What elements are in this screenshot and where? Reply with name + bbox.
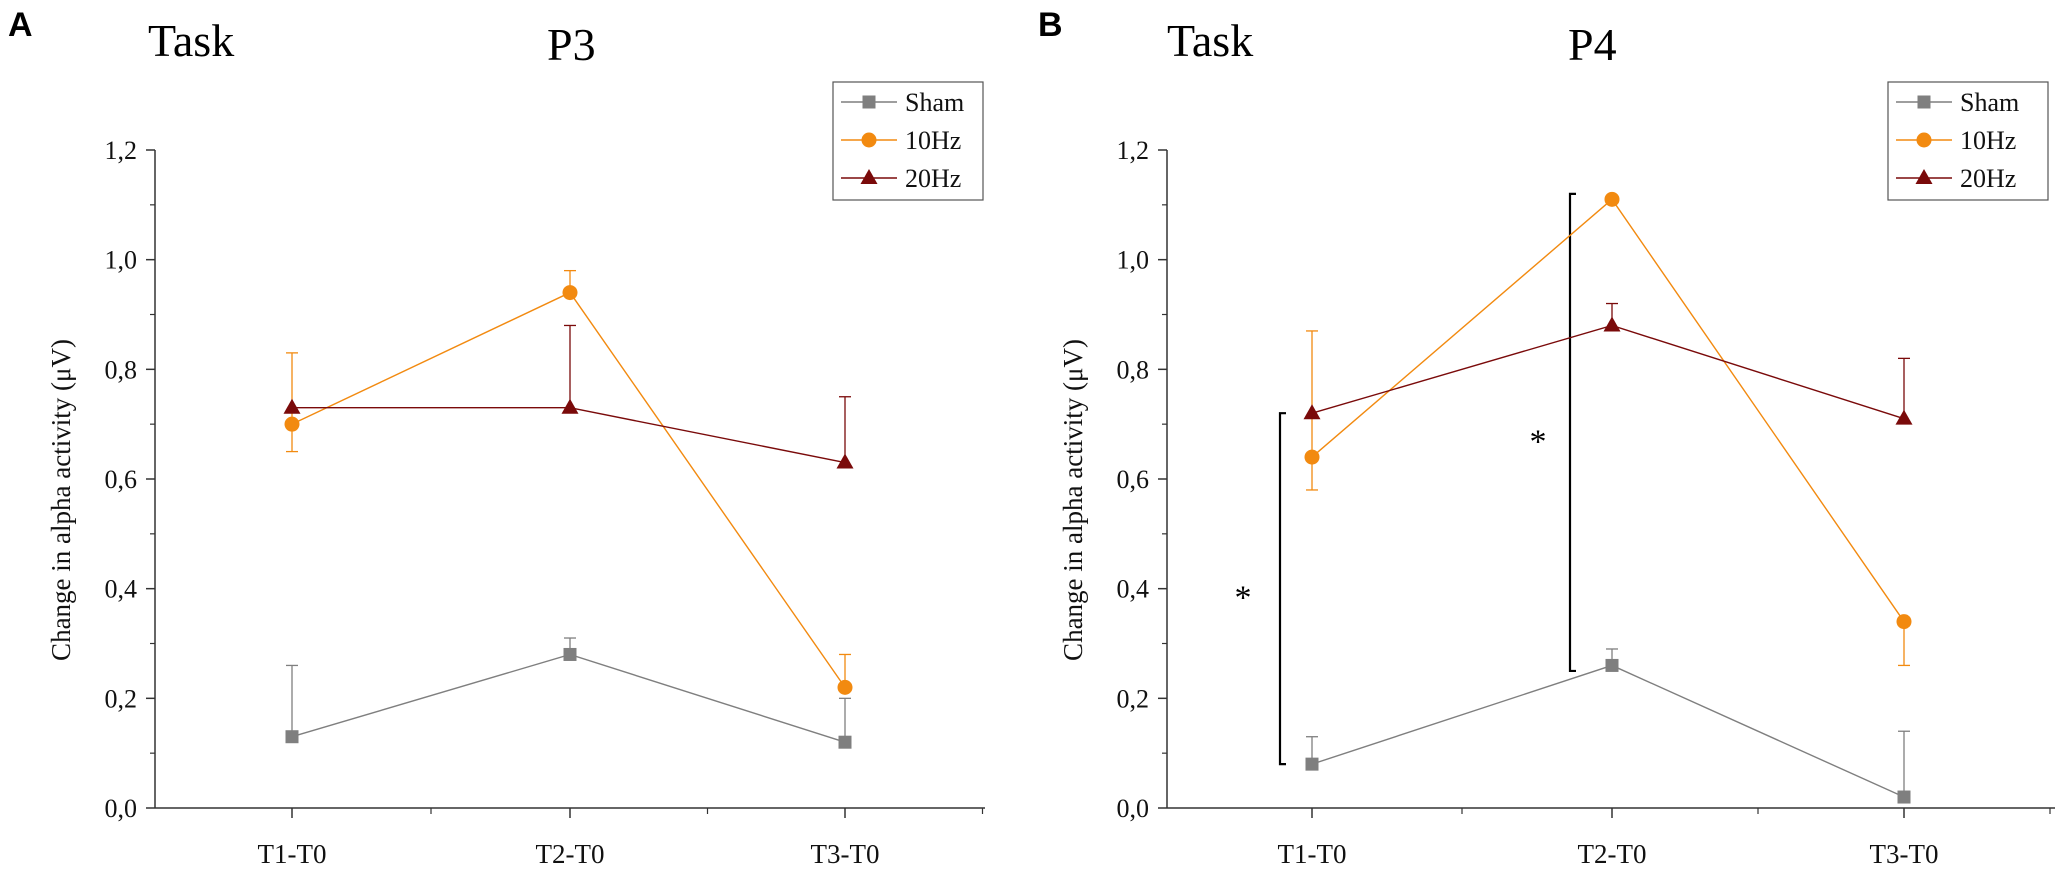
data-point-10hz [284,416,300,432]
data-point-sham [285,730,299,744]
data-point-10hz [1896,614,1912,630]
y-tick-label: 1,2 [1117,136,1150,165]
data-point-20hz [1303,404,1321,420]
y-tick-label: 0,2 [105,684,138,713]
data-point-20hz [836,453,854,469]
significance-bracket [1568,192,1576,673]
data-point-20hz [561,398,579,414]
significance-star: * [1530,423,1547,460]
data-point-20hz [1603,316,1621,332]
panel-b: B Task P4 0,0 0,2 0,4 0,6 0,8 1,0 1,2 T1-T0 T2-T… [1032,0,2064,888]
legend-label-10hz: 10Hz [1960,126,2016,155]
x-tick-label: T1-T0 [1278,839,1347,869]
panel-letter: B [1038,6,1063,44]
data-point-sham [563,647,577,661]
data-point-sham [838,735,852,749]
chart-p3: 0,0 0,2 0,4 0,6 0,8 1,0 1,2 T1-T0 T2-T0 T3-T0 Chan… [46,81,985,869]
data-point-10hz [837,679,853,695]
panel-letter: A [8,6,33,44]
series-line-sham [1311,664,1905,798]
condition-label: Task [1167,15,1254,66]
data-point-sham [1605,658,1619,672]
legend-marker-10hz [1916,132,1932,148]
legend-label-sham: Sham [905,88,964,117]
legend-label-20hz: 20Hz [1960,164,2016,193]
chart-title: P3 [547,19,596,70]
y-tick-label: 1,2 [105,136,138,165]
legend-marker-20hz [1915,169,1933,184]
data-point-10hz [562,285,578,301]
panel-a: A Task P3 0,0 0,2 0,4 0,6 0,8 1,0 1,2 T1-T0 T2-T… [8,6,985,869]
data-point-20hz [1895,409,1913,425]
y-tick-label: 0,6 [105,465,138,494]
y-tick-label: 0,8 [1117,355,1150,384]
data-point-10hz [1604,191,1620,207]
x-tick-label: T2-T0 [1578,839,1647,869]
y-tick-label: 0,6 [1117,465,1150,494]
legend-marker-sham [862,95,876,109]
chart-title: P4 [1568,19,1617,70]
x-tick-label: T3-T0 [811,839,880,869]
series-line-20hz [292,407,846,464]
series-line-10hz [1311,198,1905,622]
legend-label-20hz: 20Hz [905,164,961,193]
x-tick-label: T2-T0 [536,839,605,869]
y-tick-label: 0,0 [105,794,138,823]
y-tick-label: 1,0 [1117,246,1150,275]
x-tick-label: T1-T0 [258,839,327,869]
condition-label: Task [148,15,235,66]
legend-marker-sham [1917,95,1931,109]
significance-bracket [1278,412,1286,766]
series-line-20hz [1311,324,1905,420]
data-point-sham [1305,757,1319,771]
y-tick-label: 0,4 [1117,575,1150,604]
y-tick-label: 0,2 [1117,684,1150,713]
y-tick-label: 0,8 [105,355,138,384]
legend-label-10hz: 10Hz [905,126,961,155]
y-axis-label: Change in alpha activity (μV) [46,339,76,661]
legend-label-sham: Sham [1960,88,2019,117]
data-point-sham [1897,790,1911,804]
data-point-20hz [283,398,301,414]
series-line-10hz [291,291,846,688]
significance-star: * [1235,580,1252,617]
data-point-10hz [1304,449,1320,465]
y-tick-label: 0,0 [1117,794,1150,823]
y-axis-label: Change in alpha activity (μV) [1058,339,1088,661]
legend-marker-10hz [861,132,877,148]
chart-p4: 0,0 0,2 0,4 0,6 0,8 1,0 1,2 T1-T0 T2-T0 T3-T0 Chan… [1058,81,2055,869]
x-tick-label: T3-T0 [1870,839,1939,869]
y-tick-label: 0,4 [105,575,138,604]
y-tick-label: 1,0 [105,246,138,275]
legend-marker-20hz [860,169,878,184]
series-line-sham [291,653,846,743]
